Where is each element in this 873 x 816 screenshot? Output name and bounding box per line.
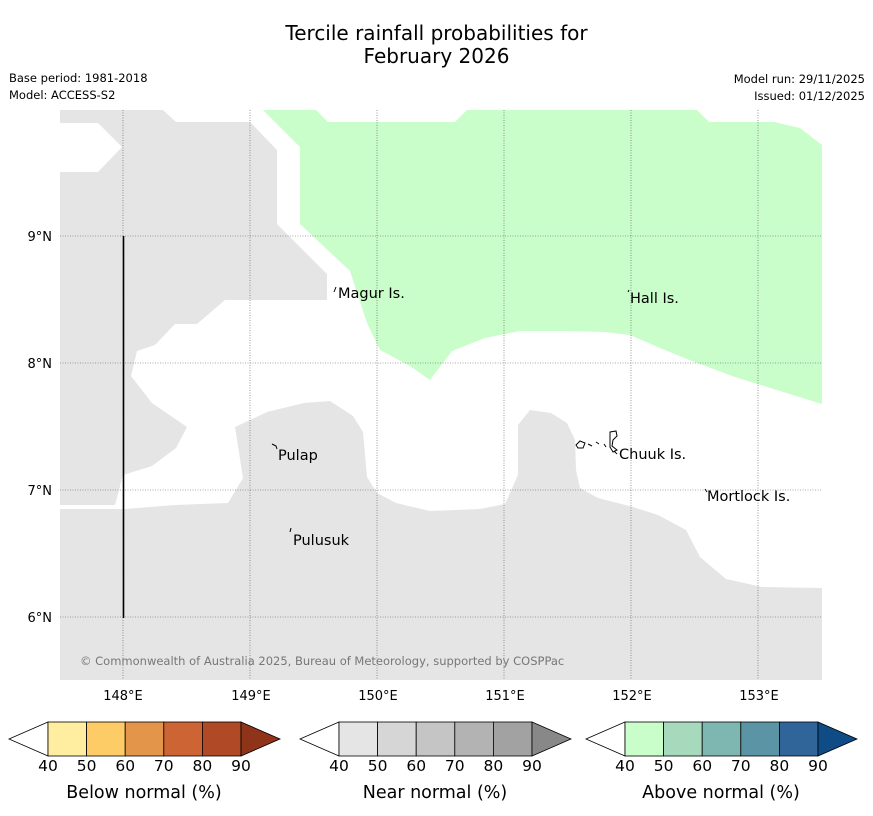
map-title: Tercile rainfall probabilities for Febru… — [0, 22, 873, 68]
colorbar-above-normal: 40 50 60 70 80 90 Above normal (%) — [584, 721, 859, 803]
above-tick-40: 40 — [615, 757, 635, 775]
near-tick-90: 90 — [522, 757, 542, 775]
title-line-2: February 2026 — [363, 44, 510, 68]
near-normal-label: Near normal (%) — [363, 783, 508, 803]
below-swatch-60-70 — [124, 721, 165, 757]
label-magur: Magur Is. — [338, 286, 405, 302]
label-hall: Hall Is. — [630, 291, 679, 307]
colorbar-near-normal: 40 50 60 70 80 90 Near normal (%) — [298, 721, 573, 803]
below-tick-80: 80 — [193, 757, 213, 775]
near-tick-50: 50 — [368, 757, 388, 775]
label-mortlock: Mortlock Is. — [707, 489, 790, 505]
above-tick-50: 50 — [654, 757, 674, 775]
model-run: Model run: 29/11/2025 — [733, 72, 865, 86]
above-normal-region — [263, 110, 822, 404]
near-tick-40: 40 — [329, 757, 349, 775]
near-swatch-80-90 — [492, 721, 533, 757]
map-area — [60, 110, 822, 680]
model-name: Model: ACCESS-S2 — [9, 88, 116, 102]
near-swatch-70-80 — [454, 721, 494, 757]
meta-right: Model run: 29/11/2025 Issued: 01/12/2025 — [734, 71, 865, 105]
above-swatch-60-70 — [701, 721, 742, 757]
meta-left: Base period: 1981-2018 Model: ACCESS-S2 — [9, 70, 148, 104]
lon-label-152e: 152°E — [612, 689, 652, 704]
below-swatch-50-60 — [86, 721, 126, 757]
above-tick-60: 60 — [692, 757, 712, 775]
above-swatch-40-50 — [624, 721, 664, 757]
island-chuuk — [575, 430, 618, 455]
lon-label-149e: 149°E — [231, 689, 271, 704]
lat-label-6n: 6°N — [28, 611, 53, 626]
above-swatch-80-90 — [779, 721, 819, 757]
lon-label-151e: 151°E — [485, 689, 525, 704]
below-swatch-over-90 — [240, 721, 282, 757]
above-tick-90: 90 — [808, 757, 828, 775]
below-normal-label: Below normal (%) — [66, 783, 221, 803]
near-tick-60: 60 — [406, 757, 426, 775]
below-tick-70: 70 — [154, 757, 174, 775]
title-line-1: Tercile rainfall probabilities for — [285, 21, 588, 45]
below-tick-40: 40 — [38, 757, 58, 775]
lon-label-148e: 148°E — [103, 689, 143, 704]
above-swatch-under-40 — [584, 721, 626, 757]
lon-label-153e: 153°E — [739, 689, 779, 704]
above-swatch-70-80 — [740, 721, 780, 757]
label-pulap: Pulap — [278, 448, 318, 464]
island-pulusuk — [289, 527, 292, 533]
below-swatch-70-80 — [163, 721, 203, 757]
colorbar-below-normal: 40 50 60 70 80 90 Below normal (%) — [7, 721, 282, 803]
lon-label-150e: 150°E — [358, 689, 398, 704]
below-tick-90: 90 — [231, 757, 251, 775]
lat-label-7n: 7°N — [28, 484, 53, 499]
near-tick-80: 80 — [484, 757, 504, 775]
near-swatch-under-40 — [298, 721, 340, 757]
below-swatch-40-50 — [47, 721, 87, 757]
island-outlines — [271, 286, 708, 533]
above-tick-80: 80 — [770, 757, 790, 775]
above-swatch-over-90 — [817, 721, 859, 757]
island-mortlock — [704, 488, 708, 493]
lat-label-8n: 8°N — [28, 357, 53, 372]
label-pulusuk: Pulusuk — [293, 533, 350, 549]
latitude-labels: 9°N 8°N 7°N 6°N — [28, 230, 53, 626]
longitude-labels: 148°E 149°E 150°E 151°E 152°E 153°E — [103, 689, 779, 704]
lat-label-9n: 9°N — [28, 230, 53, 245]
near-swatch-over-90 — [531, 721, 573, 757]
near-tick-70: 70 — [445, 757, 465, 775]
issued-date: Issued: 01/12/2025 — [754, 89, 865, 103]
near-swatch-60-70 — [415, 721, 456, 757]
below-swatch-under-40 — [7, 721, 49, 757]
below-tick-60: 60 — [115, 757, 135, 775]
island-hall — [627, 289, 630, 293]
near-normal-region-south — [60, 401, 822, 680]
label-chuuk: Chuuk Is. — [619, 447, 686, 463]
above-tick-70: 70 — [731, 757, 751, 775]
island-magur — [333, 286, 337, 293]
base-period: Base period: 1981-2018 — [9, 71, 148, 85]
near-normal-region-north — [60, 110, 327, 505]
copyright-notice: © Commonwealth of Australia 2025, Bureau… — [80, 654, 564, 668]
island-pulap — [271, 443, 278, 450]
near-swatch-50-60 — [377, 721, 417, 757]
near-swatch-40-50 — [338, 721, 378, 757]
below-tick-50: 50 — [77, 757, 97, 775]
above-swatch-50-60 — [663, 721, 703, 757]
below-swatch-80-90 — [201, 721, 242, 757]
above-normal-label: Above normal (%) — [642, 783, 800, 803]
